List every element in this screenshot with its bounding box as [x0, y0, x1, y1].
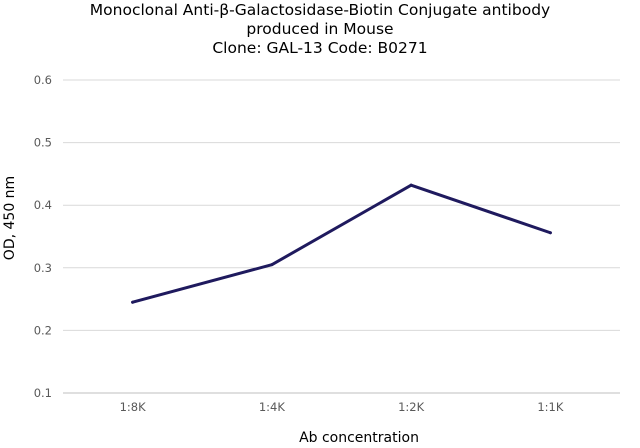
chart-title-line-3: Clone: GAL-13 Code: B0271 — [212, 39, 428, 57]
data-point — [131, 300, 135, 304]
data-point — [270, 263, 274, 267]
x-axis-title: Ab concentration — [299, 430, 419, 446]
y-tick-label: 0.6 — [34, 73, 52, 87]
data-point — [548, 231, 552, 235]
x-tick-label: 1:1K — [537, 400, 564, 414]
y-tick-label: 0.2 — [34, 323, 52, 337]
x-tick-label: 1:8K — [120, 400, 147, 414]
y-axis-title: OD, 450 nm — [2, 176, 18, 260]
x-tick-label: 1:4K — [259, 400, 286, 414]
x-tick-label: 1:2K — [398, 400, 425, 414]
chart-title-line-1: Monoclonal Anti-β-Galactosidase-Biotin C… — [89, 1, 551, 19]
series-line — [131, 183, 552, 304]
chart-title-line-2: produced in Mouse — [246, 20, 394, 38]
y-tick-label: 0.1 — [34, 386, 52, 400]
y-tick-label: 0.5 — [34, 136, 52, 150]
y-tick-label: 0.3 — [34, 261, 52, 275]
data-point — [409, 183, 413, 187]
y-tick-label: 0.4 — [34, 198, 52, 212]
